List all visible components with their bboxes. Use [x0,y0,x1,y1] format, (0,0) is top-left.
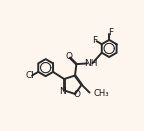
Text: F: F [92,36,97,45]
Text: CH₃: CH₃ [93,89,109,98]
Text: Cl: Cl [25,71,34,80]
Text: O: O [73,90,80,99]
Text: F: F [108,28,113,37]
Text: NH: NH [84,59,97,68]
Text: N: N [59,87,66,96]
Text: O: O [65,52,72,61]
